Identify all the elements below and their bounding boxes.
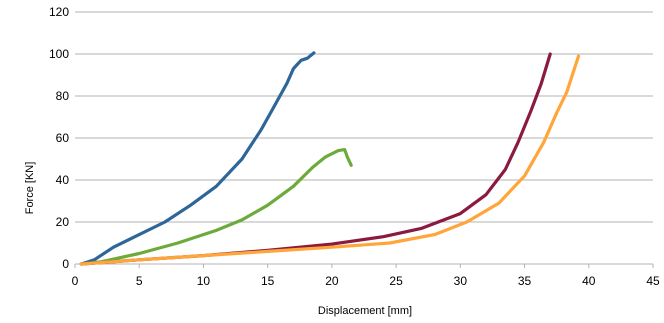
x-tick-label: 0 — [72, 274, 79, 288]
x-tick-label: 15 — [261, 274, 275, 288]
x-tick-label: 40 — [582, 274, 596, 288]
y-tick-label: 0 — [62, 257, 69, 271]
series-line-4 — [81, 56, 578, 264]
x-tick-label: 30 — [454, 274, 468, 288]
series-line-1 — [81, 53, 314, 264]
x-axis-title: Displacement [mm] — [318, 305, 412, 317]
x-tick-label: 20 — [325, 274, 339, 288]
y-tick-label: 100 — [49, 47, 69, 61]
x-tick-label: 25 — [389, 274, 403, 288]
x-tick-label: 5 — [136, 274, 143, 288]
x-tick-label: 35 — [518, 274, 532, 288]
y-tick-label: 60 — [56, 131, 70, 145]
x-tick-label: 10 — [197, 274, 211, 288]
y-tick-label: 40 — [56, 173, 70, 187]
y-tick-label: 20 — [56, 215, 70, 229]
series-line-3 — [81, 54, 550, 264]
y-axis-title: Force [KN] — [24, 162, 36, 215]
y-tick-label: 80 — [56, 89, 70, 103]
series-lines — [81, 53, 578, 264]
gridlines — [75, 12, 653, 222]
x-tick-labels: 0 5 10 15 20 25 30 35 40 45 — [72, 264, 660, 288]
x-tick-label: 45 — [646, 274, 660, 288]
y-tick-labels: 0 20 40 60 80 100 120 — [49, 5, 69, 271]
y-tick-label: 120 — [49, 5, 69, 19]
